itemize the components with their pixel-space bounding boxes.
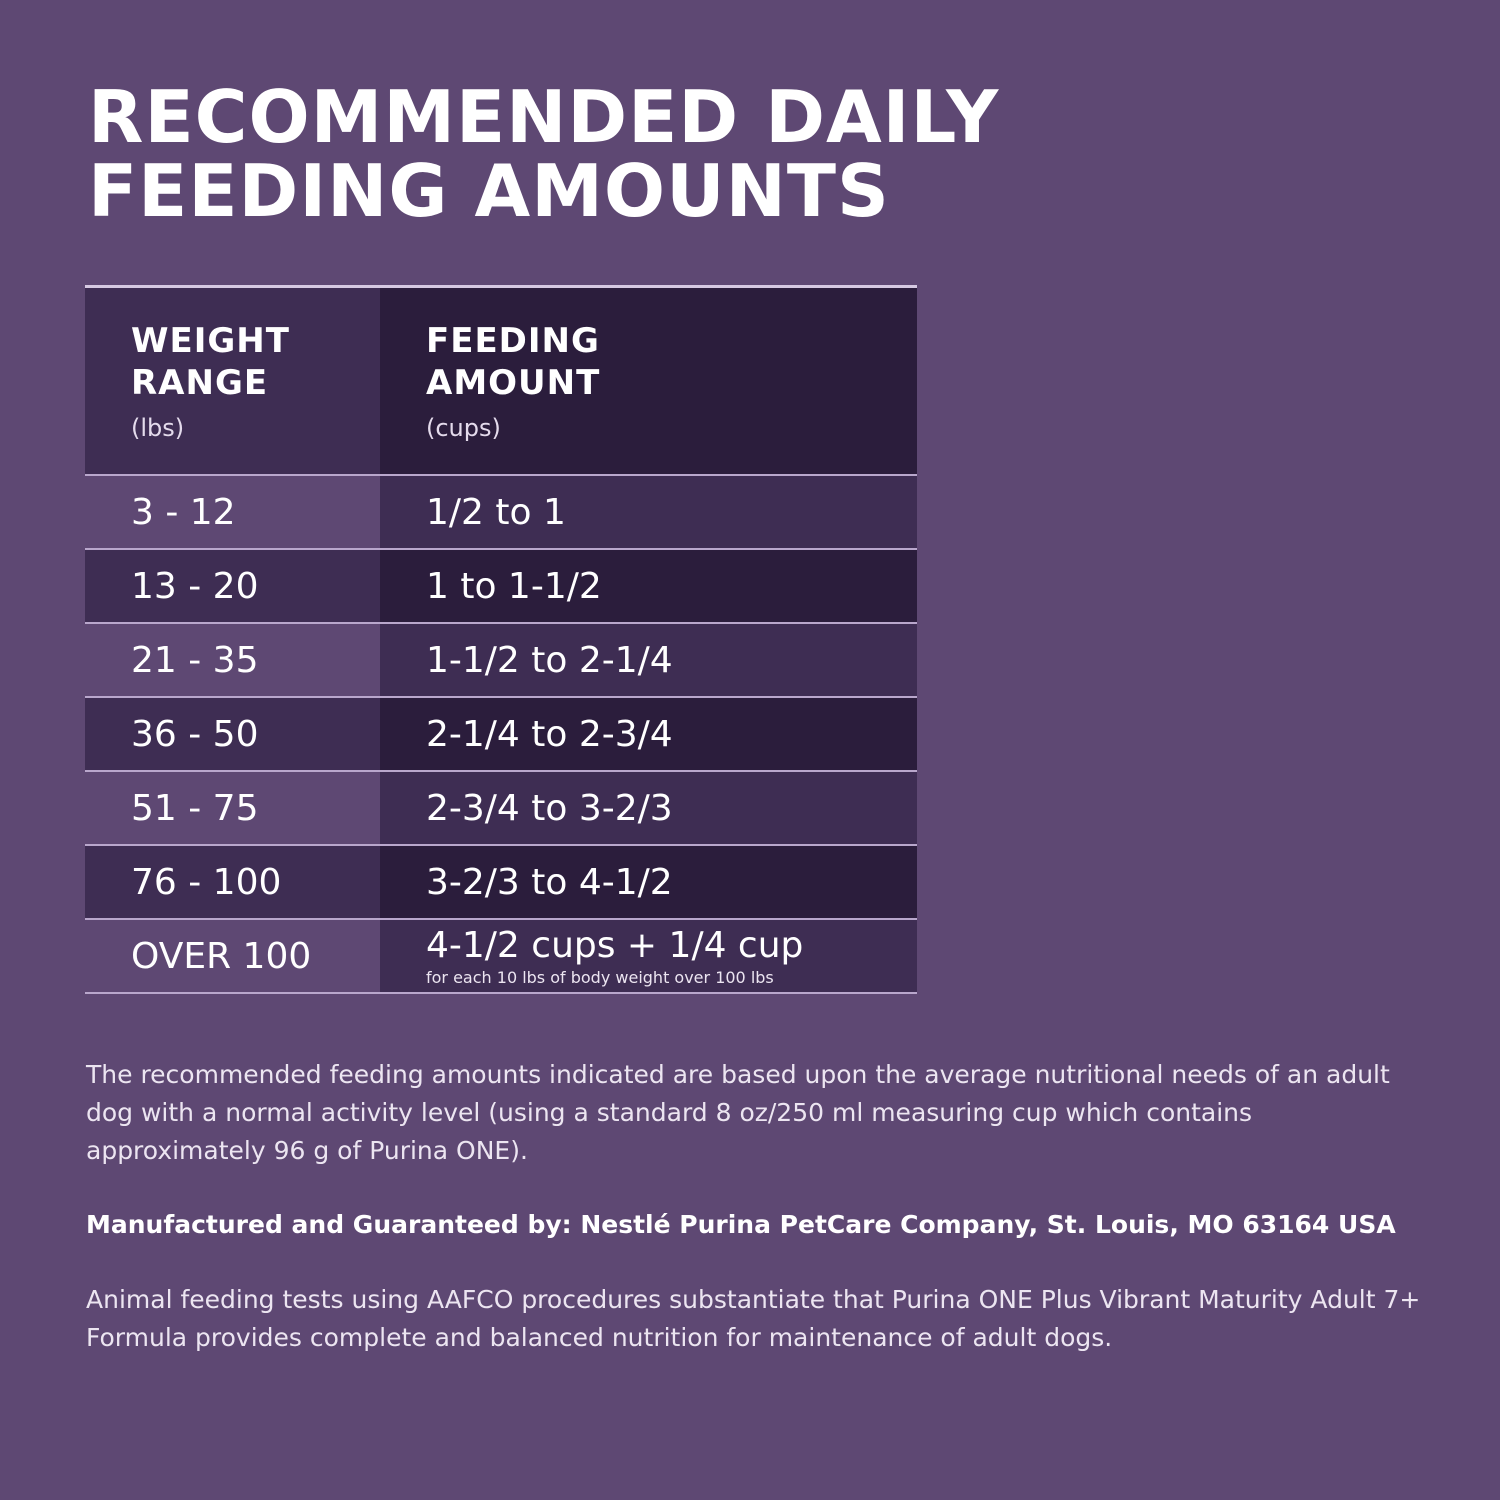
table-header-row: WEIGHT RANGE (lbs) FEEDING AMOUNT (cups) <box>85 288 917 476</box>
amount-cell: 1 to 1-1/2 <box>380 550 917 622</box>
manufacturer-text: Manufactured and Guaranteed by: Nestlé P… <box>86 1210 1396 1239</box>
feeding-table: WEIGHT RANGE (lbs) FEEDING AMOUNT (cups)… <box>85 285 917 994</box>
amount-cell: 3-2/3 to 4-1/2 <box>380 846 917 918</box>
weight-cell: 51 - 75 <box>85 772 380 844</box>
amount-cell: 4-1/2 cups + 1/4 cup for each 10 lbs of … <box>380 920 917 992</box>
header-unit: (cups) <box>426 414 501 442</box>
weight-cell: OVER 100 <box>85 920 380 992</box>
amount-note: for each 10 lbs of body weight over 100 … <box>426 968 774 987</box>
title-line-1: RECOMMENDED DAILY <box>88 75 1000 159</box>
table-row: 51 - 75 2-3/4 to 3-2/3 <box>85 772 917 846</box>
weight-cell: 36 - 50 <box>85 698 380 770</box>
amount-cell: 2-1/4 to 2-3/4 <box>380 698 917 770</box>
header-label: WEIGHT <box>131 321 290 361</box>
amount-cell: 2-3/4 to 3-2/3 <box>380 772 917 844</box>
disclaimer-text: The recommended feeding amounts indicate… <box>86 1060 1390 1165</box>
title-line-2: FEEDING AMOUNTS <box>88 149 890 233</box>
weight-cell: 3 - 12 <box>85 476 380 548</box>
aafco-statement: Animal feeding tests using AAFCO procedu… <box>86 1285 1421 1352</box>
weight-cell: 13 - 20 <box>85 550 380 622</box>
table-row: 13 - 20 1 to 1-1/2 <box>85 550 917 624</box>
header-weight-range: WEIGHT RANGE (lbs) <box>85 288 380 474</box>
header-unit: (lbs) <box>131 414 185 442</box>
amount-cell: 1-1/2 to 2-1/4 <box>380 624 917 696</box>
page-title: RECOMMENDED DAILY FEEDING AMOUNTS <box>88 80 999 228</box>
weight-cell: 76 - 100 <box>85 846 380 918</box>
table-row: OVER 100 4-1/2 cups + 1/4 cup for each 1… <box>85 920 917 994</box>
weight-cell: 21 - 35 <box>85 624 380 696</box>
header-label: AMOUNT <box>426 363 601 403</box>
amount-cell: 1/2 to 1 <box>380 476 917 548</box>
header-label: FEEDING <box>426 321 600 361</box>
table-row: 76 - 100 3-2/3 to 4-1/2 <box>85 846 917 920</box>
header-label: RANGE <box>131 363 269 403</box>
table-row: 36 - 50 2-1/4 to 2-3/4 <box>85 698 917 772</box>
table-row: 21 - 35 1-1/2 to 2-1/4 <box>85 624 917 698</box>
table-row: 3 - 12 1/2 to 1 <box>85 476 917 550</box>
header-feeding-amount: FEEDING AMOUNT (cups) <box>380 288 917 474</box>
amount-text: 4-1/2 cups + 1/4 cup <box>426 925 804 966</box>
